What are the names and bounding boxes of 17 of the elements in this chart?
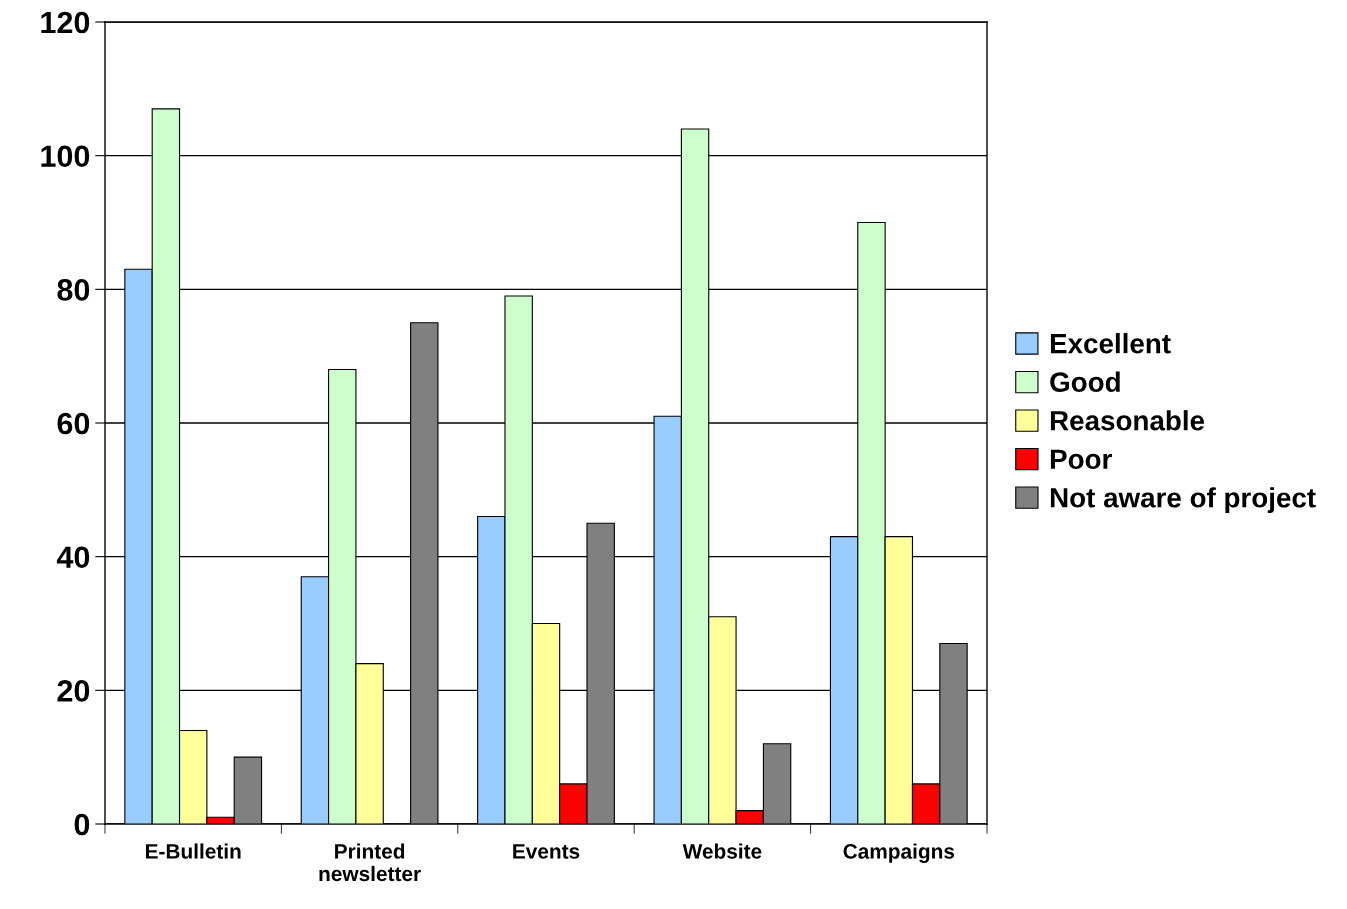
legend-label: Reasonable (1050, 410, 1205, 431)
x-tick-label: Website (682, 843, 762, 859)
x-tick-label: Events (513, 844, 580, 859)
y-tick-label: 40 (56, 546, 90, 569)
y-tick-label: 60 (57, 412, 90, 435)
x-tick-label: E-Bulletin (145, 843, 241, 859)
x-tick-label: Campaigns (843, 843, 955, 863)
legend-label: Excellent (1050, 333, 1171, 354)
x-tick-label: Printed newsletter (319, 843, 421, 882)
y-tick-label: 80 (57, 279, 90, 301)
legend-label: Not aware of project (1050, 487, 1316, 514)
y-tick-label: 100 (41, 145, 90, 168)
legend-label: Poor (1050, 449, 1112, 470)
y-tick-label: 0 (74, 813, 90, 836)
y-tick-label: 20 (57, 680, 90, 702)
legend-label: Good (1050, 371, 1120, 392)
y-tick-label: 120 (41, 11, 90, 34)
